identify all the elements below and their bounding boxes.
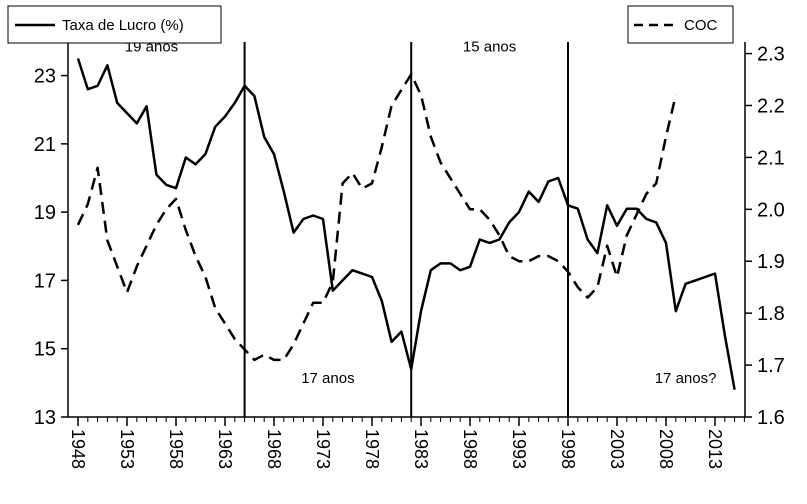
x-tick-label: 2013 (705, 429, 725, 469)
left-tick-label: 17 (34, 270, 56, 292)
profit-rate-line (76, 58, 736, 390)
right-tick-label: 2.1 (757, 147, 785, 169)
x-tick-label: 1968 (264, 429, 284, 469)
x-tick-label: 1988 (460, 429, 480, 469)
legend-right-label: COC (684, 17, 718, 34)
legend-right: COC (627, 5, 734, 44)
x-tick-label: 1973 (313, 429, 333, 469)
x-tick-label: 1948 (68, 429, 88, 469)
x-tick-label: 1983 (411, 429, 431, 469)
left-tick-label: 13 (34, 407, 56, 429)
right-tick-label: 2.3 (757, 44, 785, 66)
x-tick-label: 1953 (117, 429, 137, 469)
x-tick-label: 1978 (362, 429, 382, 469)
vertical-lines (243, 42, 569, 417)
right-tick-label: 2.2 (757, 95, 785, 117)
x-tick-label: 1958 (166, 429, 186, 469)
right-axis: 1.6 1.7 1.8 1.9 2.0 2.1 2.2 2.3 (745, 44, 785, 429)
right-tick-label: 1.7 (757, 355, 785, 377)
right-tick-label: 1.8 (757, 303, 785, 325)
coc-line (76, 73, 678, 362)
x-tick-label: 2008 (656, 429, 676, 469)
left-tick-label: 21 (34, 134, 56, 156)
series-lines (76, 58, 736, 390)
annotation-label: 15 anos (463, 39, 516, 56)
left-tick-label: 23 (34, 66, 56, 88)
x-axis: 1948 1953 1958 1963 1968 1973 1978 1983 1988 1993… (68, 417, 745, 469)
x-tick-label: 1998 (558, 429, 578, 469)
annotation-label: 17 anos (301, 370, 354, 387)
legend-left: Taxa de Lucro (%) (7, 5, 222, 44)
left-tick-label: 15 (34, 339, 56, 361)
left-axis: 13 15 17 19 21 23 (34, 66, 68, 429)
x-tick-label: 1993 (509, 429, 529, 469)
legend-left-label: Taxa de Lucro (%) (62, 17, 184, 34)
right-tick-label: 1.6 (757, 407, 785, 429)
right-tick-label: 2.0 (757, 199, 785, 221)
x-tick-label: 2003 (607, 429, 627, 469)
plot-area (67, 42, 746, 418)
right-tick-label: 1.9 (757, 251, 785, 273)
legend-right-box (627, 5, 734, 44)
left-tick-label: 19 (34, 202, 56, 224)
x-tick-label: 1963 (215, 429, 235, 469)
annotation-label: 17 anos? (655, 370, 717, 387)
